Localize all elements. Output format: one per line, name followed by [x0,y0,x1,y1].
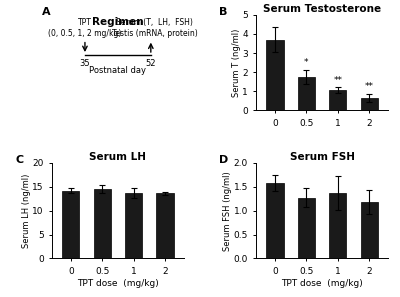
Bar [156,193,174,258]
Bar [298,198,315,258]
Title: Serum FSH: Serum FSH [290,152,355,162]
Text: 52: 52 [146,59,156,68]
Title: Serum Testosterone: Serum Testosterone [263,4,381,14]
Bar [298,77,315,110]
Text: **: ** [365,82,374,91]
Bar [266,183,284,258]
X-axis label: TPT dose  (mg/kg): TPT dose (mg/kg) [77,279,159,287]
Bar [62,191,80,258]
Y-axis label: Serum FSH (ng/ml): Serum FSH (ng/ml) [223,171,232,250]
Text: Postnatal day: Postnatal day [89,67,146,75]
Text: D: D [219,155,228,165]
Bar [125,193,142,258]
Bar [360,98,378,110]
Y-axis label: Serum T (ng/ml): Serum T (ng/ml) [232,29,241,97]
Text: A: A [42,7,50,17]
Text: TPT
(0, 0.5, 1, 2 mg/kg): TPT (0, 0.5, 1, 2 mg/kg) [48,18,122,38]
Bar [329,193,346,258]
Text: Regimen: Regimen [92,17,144,27]
X-axis label: TPT dose  (mg/kg): TPT dose (mg/kg) [281,279,363,287]
Text: B: B [219,7,228,17]
Title: Serum LH: Serum LH [89,152,146,162]
Text: **: ** [333,75,342,85]
Text: 35: 35 [80,59,90,68]
Text: *: * [304,59,309,67]
Bar [329,90,346,110]
Y-axis label: Serum LH (ng/ml): Serum LH (ng/ml) [22,173,31,248]
Text: Serum (T,  LH,  FSH)
Testis (mRNA, protein): Serum (T, LH, FSH) Testis (mRNA, protein… [112,18,198,38]
Bar [360,202,378,258]
Text: C: C [15,155,23,165]
Bar [94,189,111,258]
Bar [266,40,284,110]
